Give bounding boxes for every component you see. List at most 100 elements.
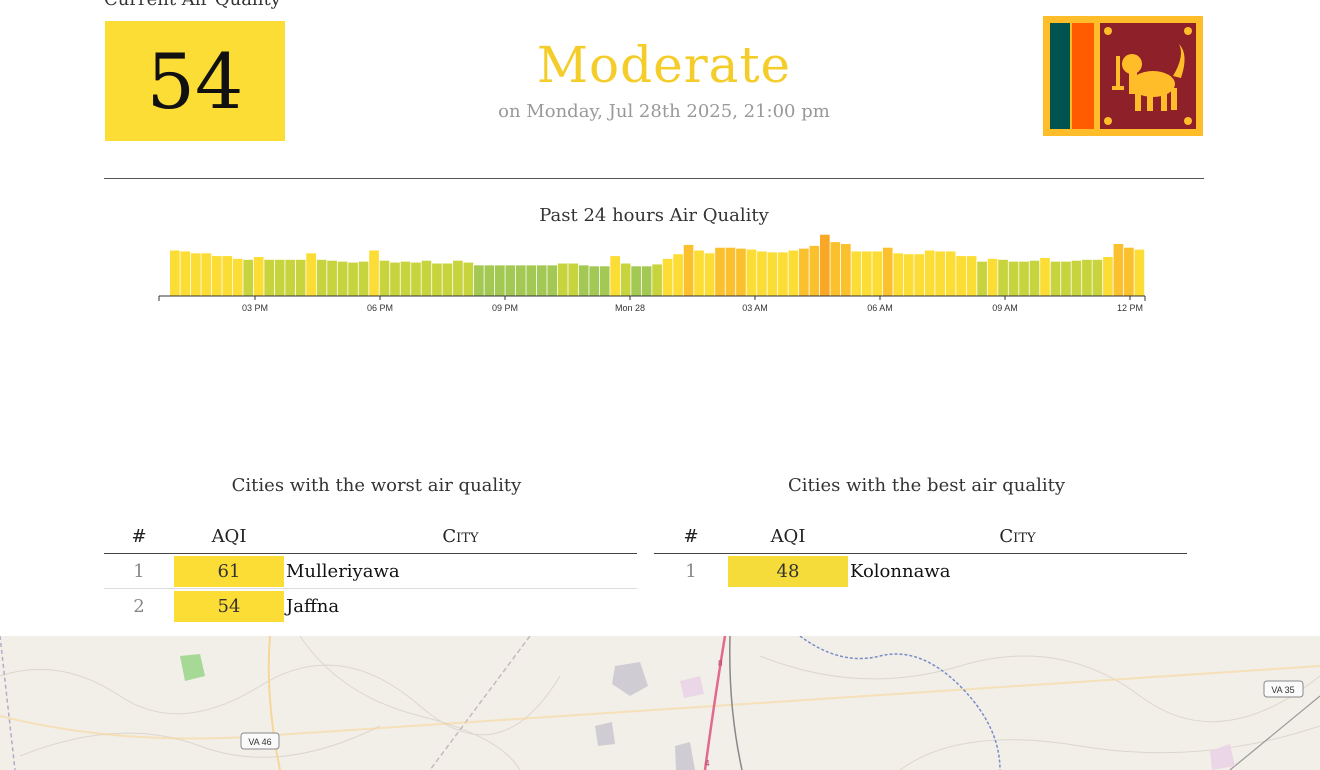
chart-bar[interactable] [820, 234, 830, 296]
chart-bar[interactable] [170, 250, 180, 297]
chart-bar[interactable] [599, 266, 610, 296]
chart-bar[interactable] [1124, 247, 1134, 296]
chart-bar[interactable] [180, 251, 191, 296]
table-row[interactable]: 1 61 Mulleriyawa [104, 553, 637, 589]
chart-bar[interactable] [987, 258, 998, 296]
chart-bar[interactable] [316, 259, 327, 296]
chart-bar[interactable] [358, 261, 369, 296]
chart-bar[interactable] [536, 265, 547, 296]
chart-bar[interactable] [610, 256, 620, 296]
chart-bar[interactable] [725, 247, 736, 296]
chart-bar[interactable] [620, 263, 631, 297]
city-link[interactable]: Mulleriyawa [284, 553, 637, 589]
chart-bar[interactable] [453, 260, 463, 296]
chart-bar[interactable] [767, 252, 778, 296]
chart-bar[interactable] [1113, 244, 1124, 296]
chart-bar[interactable] [673, 254, 683, 296]
chart-bar[interactable] [1019, 261, 1029, 296]
city-link[interactable]: Kolonnawa [848, 553, 1187, 588]
chart-bar[interactable] [557, 263, 568, 297]
chart-bar[interactable] [851, 251, 862, 296]
chart-bar[interactable] [631, 266, 641, 296]
chart-bar[interactable] [306, 253, 316, 296]
chart-bar[interactable] [348, 262, 358, 296]
chart-bar[interactable] [861, 251, 872, 296]
chart-bar[interactable] [956, 256, 966, 296]
chart-bar[interactable] [746, 249, 757, 296]
air-quality-map[interactable]: VA 46 VA 35 8 4 [0, 636, 1320, 770]
chart-bar[interactable] [495, 265, 505, 296]
chart-bar[interactable] [914, 254, 925, 296]
chart-bar[interactable] [411, 262, 421, 296]
chart-bar[interactable] [369, 250, 379, 297]
chart-bar[interactable] [421, 260, 432, 296]
chart-bar[interactable] [547, 265, 558, 296]
chart-bar[interactable] [788, 250, 799, 297]
chart-bar[interactable] [1008, 261, 1019, 296]
chart-bar[interactable] [935, 251, 945, 296]
chart-bar[interactable] [757, 251, 767, 296]
chart-bar[interactable] [505, 265, 516, 296]
chart-bar[interactable] [285, 259, 295, 296]
chart-bar[interactable] [1050, 261, 1061, 296]
chart-bar[interactable] [442, 263, 453, 297]
chart-bar[interactable] [400, 261, 411, 296]
chart-bar[interactable] [778, 252, 788, 296]
chart-bar[interactable] [903, 254, 914, 296]
chart-bar[interactable] [327, 260, 337, 296]
chart-bar[interactable] [211, 256, 222, 296]
chart-bar[interactable] [945, 251, 956, 296]
chart-bar[interactable] [977, 261, 987, 296]
chart-bar[interactable] [222, 256, 233, 296]
chart-bar[interactable] [872, 251, 883, 296]
chart-bar[interactable] [840, 244, 851, 296]
chart-bar[interactable] [1103, 257, 1113, 296]
chart-bar[interactable] [589, 266, 600, 296]
chart-bar[interactable] [1134, 249, 1145, 296]
chart-bar[interactable] [337, 261, 348, 296]
chart-bar[interactable] [966, 256, 977, 296]
chart-bar[interactable] [568, 263, 579, 297]
chart-bar[interactable] [1040, 257, 1050, 296]
chart-bar[interactable] [463, 262, 474, 296]
chart-bar[interactable] [474, 265, 484, 296]
chart-bar[interactable] [243, 259, 254, 296]
chart-bar[interactable] [652, 264, 662, 296]
chart-bar[interactable] [253, 257, 264, 296]
chart-bar[interactable] [893, 253, 904, 296]
chart-bar[interactable] [201, 253, 212, 296]
chart-bar[interactable] [432, 263, 442, 297]
table-row[interactable]: 1 48 Kolonnawa [654, 553, 1187, 588]
chart-bar[interactable] [1071, 260, 1082, 296]
chart-bar[interactable] [190, 253, 201, 296]
chart-bar[interactable] [694, 250, 704, 297]
chart-bar[interactable] [484, 265, 495, 296]
chart-bar[interactable] [641, 266, 652, 296]
city-link[interactable]: Jaffna [284, 588, 637, 623]
chart-bar[interactable] [736, 248, 746, 296]
chart-bar[interactable] [662, 258, 673, 296]
chart-bar[interactable] [526, 265, 537, 296]
chart-bar[interactable] [1029, 260, 1040, 296]
chart-bar[interactable] [998, 259, 1008, 296]
chart-bar[interactable] [578, 265, 589, 296]
chart-bar[interactable] [379, 260, 390, 296]
chart-bar[interactable] [715, 247, 725, 296]
chart-bar[interactable] [1061, 261, 1071, 296]
chart-bar[interactable] [1092, 259, 1103, 296]
chart-bar[interactable] [683, 244, 694, 296]
chart-bar[interactable] [882, 247, 893, 296]
chart-bar[interactable] [264, 259, 275, 296]
chart-bar[interactable] [704, 253, 715, 296]
chart-bar[interactable] [830, 242, 841, 296]
table-row[interactable]: 2 54 Jaffna [104, 588, 637, 623]
chart-bar[interactable] [274, 259, 285, 296]
chart-bar[interactable] [515, 265, 526, 296]
chart-bar[interactable] [924, 250, 935, 297]
chart-bar[interactable] [809, 245, 820, 296]
chart-bar[interactable] [295, 259, 306, 296]
chart-bar[interactable] [799, 248, 809, 296]
chart-bar[interactable] [232, 258, 243, 296]
chart-bar[interactable] [390, 262, 400, 296]
chart-bar[interactable] [1082, 259, 1092, 296]
